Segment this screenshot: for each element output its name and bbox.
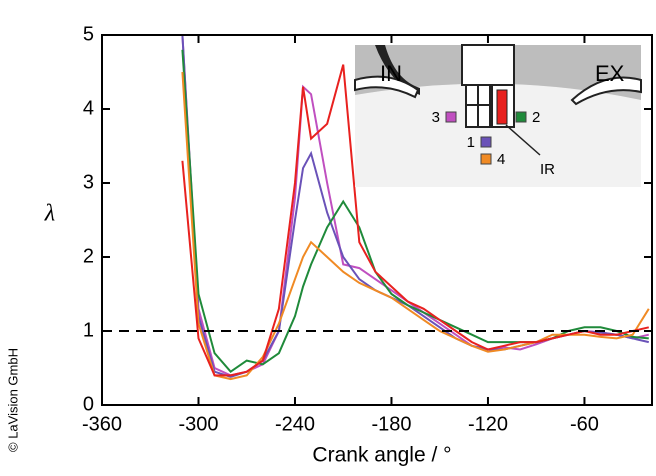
plot-frame xyxy=(101,34,653,406)
inset-valve-in xyxy=(375,45,420,95)
x-axis-label: Crank angle / ° xyxy=(312,444,451,467)
plot-area xyxy=(181,35,650,381)
y-tick-label: 3 xyxy=(83,171,94,193)
inset-valve-ex xyxy=(570,76,642,106)
credit: © LaVision GmbH xyxy=(5,348,20,452)
inset-valve-in xyxy=(354,75,420,99)
y-tick-label: 4 xyxy=(83,97,94,119)
inset-diagram: IN EX 3 1 2 4 IR xyxy=(354,44,642,187)
x-tick-label: -120 xyxy=(468,413,508,435)
y-tick-label: 5 xyxy=(83,23,94,45)
x-tick-label: -60 xyxy=(570,413,599,435)
x-tick-label: -240 xyxy=(275,413,315,435)
x-tick-label: -300 xyxy=(178,413,218,435)
inset-plug xyxy=(461,44,515,86)
y-tick-label: 1 xyxy=(83,319,94,341)
legend-label: 4 xyxy=(497,151,505,168)
inset-label: IN xyxy=(380,61,402,86)
legend-swatch xyxy=(480,153,492,165)
y-axis-label: λ xyxy=(44,201,55,227)
legend-label: 1 xyxy=(467,134,475,151)
series-line xyxy=(181,64,650,377)
inset-label: EX xyxy=(595,61,625,86)
legend-label: 3 xyxy=(432,109,440,126)
legend-swatch xyxy=(445,111,457,123)
legend-swatch xyxy=(480,136,492,148)
y-tick-label: 2 xyxy=(83,245,94,267)
legend-swatch xyxy=(515,111,527,123)
inset-pointer xyxy=(505,124,541,156)
legend-swatch xyxy=(496,89,508,125)
inset-chamber xyxy=(355,83,641,187)
y-tick-label: 0 xyxy=(83,393,94,415)
x-tick-label: -180 xyxy=(371,413,411,435)
legend-label: IR xyxy=(540,161,555,178)
legend-label: 2 xyxy=(532,109,540,126)
x-tick-label: -360 xyxy=(82,413,122,435)
